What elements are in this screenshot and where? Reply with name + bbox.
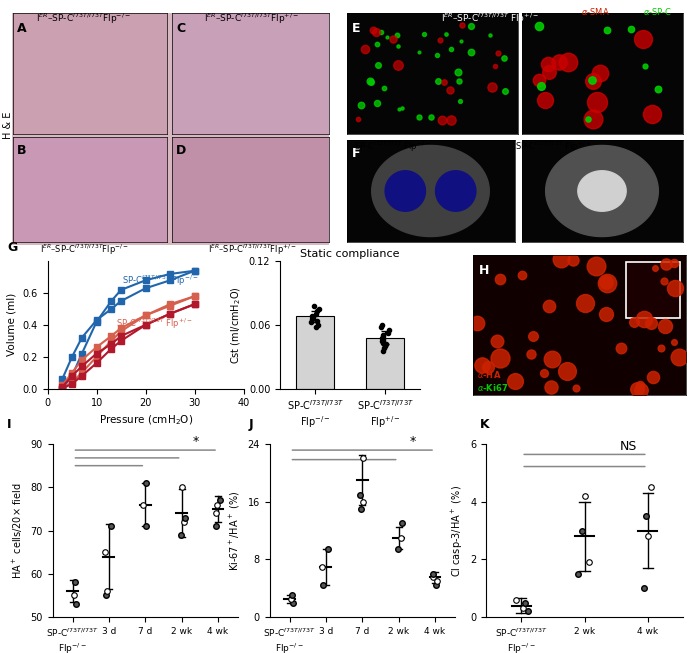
Text: H & E: H & E [3,112,13,139]
Polygon shape [385,171,426,211]
Text: I$^{ER}$–SP-C$^{I73T/I73T}$Flp$^{+/-}$: I$^{ER}$–SP-C$^{I73T/I73T}$Flp$^{+/-}$ [208,243,296,257]
Text: E: E [351,22,360,35]
Polygon shape [546,146,658,236]
Bar [295,316,335,389]
X-axis label: Pressure (cmH$_2$O): Pressure (cmH$_2$O) [99,414,192,428]
Text: SP-C$^{I73T/I73T}$ Flp$^{+/-}$: SP-C$^{I73T/I73T}$ Flp$^{+/-}$ [346,652,423,653]
Text: G: G [7,242,18,255]
Text: SP-C$^{I73T/I73T}$
Flp$^{-/-}$: SP-C$^{I73T/I73T}$ Flp$^{-/-}$ [48,652,97,653]
Title: Static compliance: Static compliance [300,249,400,259]
Text: SP-C$^{I73T/I73T}$ Flp$^{+/-}$: SP-C$^{I73T/I73T}$ Flp$^{+/-}$ [575,652,652,653]
Y-axis label: Cl casp-3/HA$^+$ (%): Cl casp-3/HA$^+$ (%) [450,485,465,577]
Text: C: C [176,22,186,35]
Text: I$^{ER}$–SP-C$^{I73T/I73T}$Flp$^{-/-}$: I$^{ER}$–SP-C$^{I73T/I73T}$Flp$^{-/-}$ [36,11,132,25]
Polygon shape [372,146,489,236]
Text: NS: NS [620,439,638,453]
Text: I$^{ER}$–SP-C$^{I73T/I73T}$Flp$^{+/-}$: I$^{ER}$–SP-C$^{I73T/I73T}$Flp$^{+/-}$ [204,11,300,25]
Text: SP-C$^{I73T/I73T}$ Flp$^{+/+}$: SP-C$^{I73T/I73T}$ Flp$^{+/+}$ [514,140,592,154]
Text: A: A [18,22,27,35]
Y-axis label: Volume (ml): Volume (ml) [7,293,17,357]
Text: $\alpha$-Ki67: $\alpha$-Ki67 [477,382,508,393]
Text: SP-C$^{I73T/I73T}$ Flp$^{+/-}$: SP-C$^{I73T/I73T}$ Flp$^{+/-}$ [130,652,206,653]
Text: K: K [480,418,489,431]
Text: F: F [351,148,360,161]
Y-axis label: HA$^+$ cells/20× field: HA$^+$ cells/20× field [10,483,25,579]
Text: I$^{ER}$–SP-C$^{I73T/I73T}$Flp$^{-/-}$: I$^{ER}$–SP-C$^{I73T/I73T}$Flp$^{-/-}$ [40,243,128,257]
Text: $\alpha$-SP-C: $\alpha$-SP-C [643,6,673,17]
Text: SP-C$^{I73T/I73T}$
Flp$^{-/-}$: SP-C$^{I73T/I73T}$ Flp$^{-/-}$ [265,652,314,653]
Polygon shape [578,171,626,211]
Polygon shape [435,171,476,211]
Y-axis label: Cst (ml/cmH$_2$O): Cst (ml/cmH$_2$O) [230,286,243,364]
Text: J: J [248,418,253,431]
FancyBboxPatch shape [626,262,680,318]
Text: *: * [193,436,199,449]
Text: H: H [479,264,489,278]
Text: I$^{ER}$–SP-C$^{I73T/I73T}$ Flp$^{+/-}$: I$^{ER}$–SP-C$^{I73T/I73T}$ Flp$^{+/-}$ [441,11,539,25]
Text: $\alpha$-HA: $\alpha$-HA [477,369,501,380]
Text: I: I [7,418,11,431]
Text: SP-C$^{I73T/I73T}$
Flp$^{-/-}$: SP-C$^{I73T/I73T}$ Flp$^{-/-}$ [494,652,542,653]
Text: B: B [18,144,27,157]
Text: *: * [410,436,416,449]
Y-axis label: Ki-67$^+$/HA$^+$ (%): Ki-67$^+$/HA$^+$ (%) [228,490,241,571]
Text: SP-C$^{I73T/I73T}$ Flp$^{-/-}$: SP-C$^{I73T/I73T}$ Flp$^{-/-}$ [354,140,430,154]
Text: SP-C$^{I73T/I73T}$ Flp$^{+/-}$: SP-C$^{I73T/I73T}$ Flp$^{+/-}$ [116,317,192,332]
Bar [365,338,405,389]
Text: D: D [176,144,186,157]
Text: $\alpha$-SMA: $\alpha$-SMA [580,6,610,17]
Text: SP-C$^{I73T/I73T}$ Flp$^{-/-}$: SP-C$^{I73T/I73T}$ Flp$^{-/-}$ [122,274,199,288]
